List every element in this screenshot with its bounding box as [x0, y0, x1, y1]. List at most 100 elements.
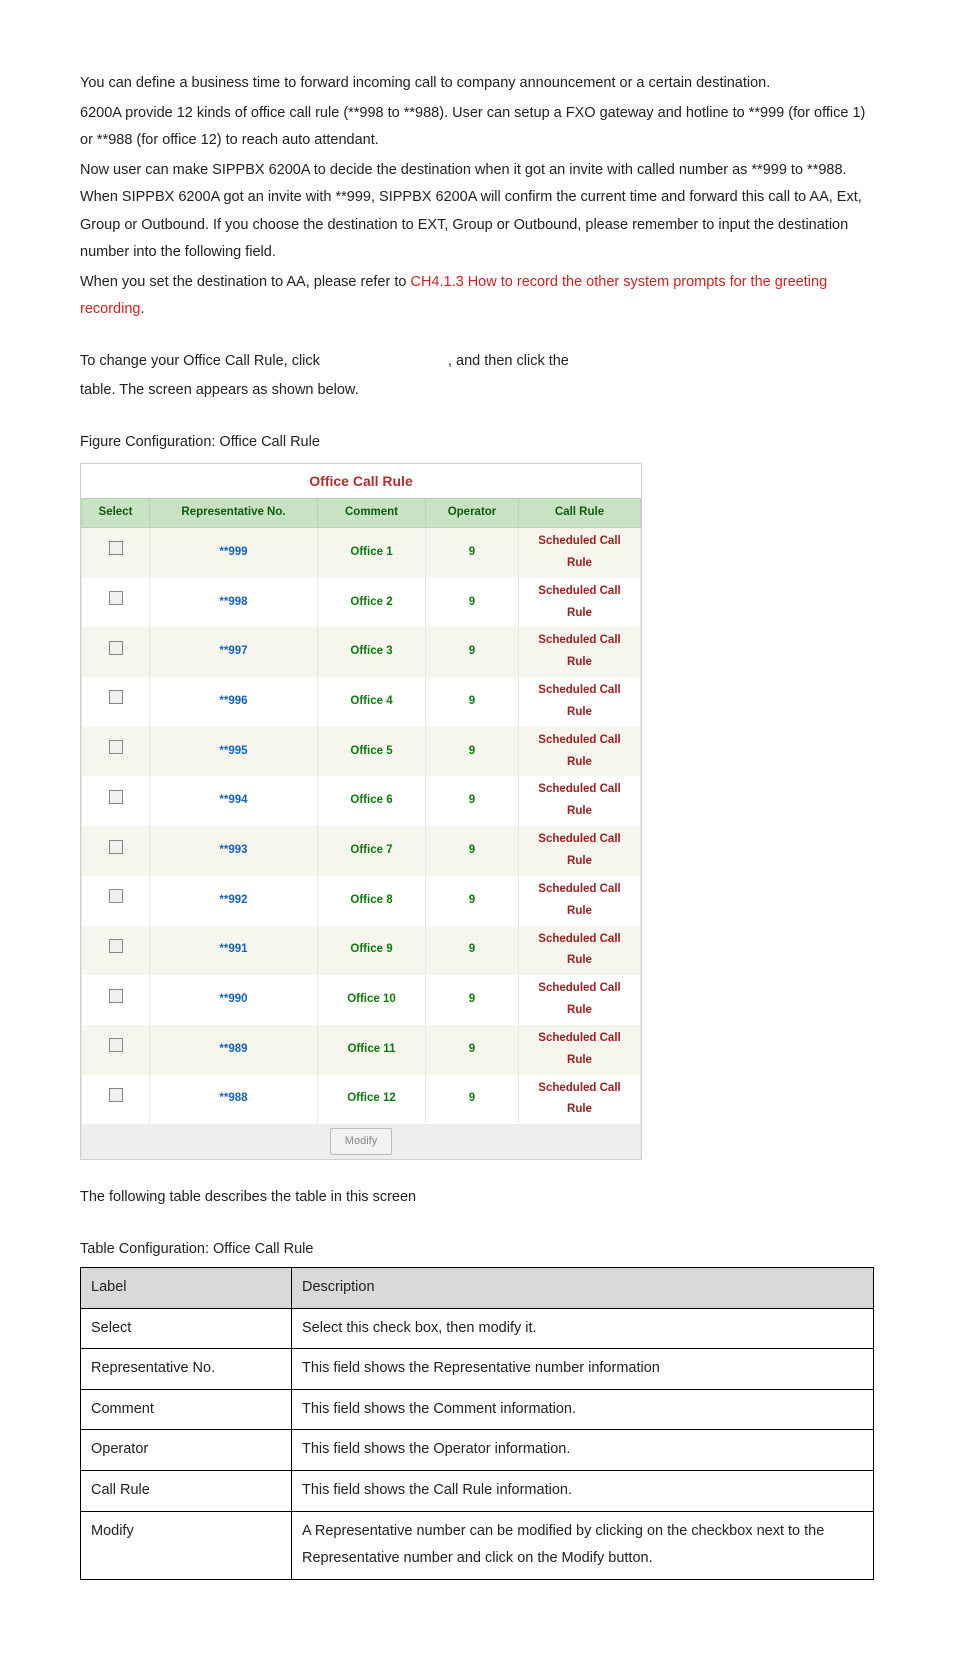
table-body: SelectSelect this check box, then modify… — [81, 1308, 874, 1579]
table-row: **995Office 59Scheduled Call Rule — [82, 727, 641, 777]
table-row: SelectSelect this check box, then modify… — [81, 1308, 874, 1349]
figure-caption: Figure Configuration: Office Call Rule — [80, 429, 874, 457]
table-row: **997Office 39Scheduled Call Rule — [82, 627, 641, 677]
select-checkbox[interactable] — [109, 1088, 123, 1102]
select-checkbox[interactable] — [109, 740, 123, 754]
label-cell: Comment — [81, 1389, 292, 1430]
select-checkbox[interactable] — [109, 690, 123, 704]
comment: Office 3 — [318, 627, 426, 677]
table-row: **992Office 89Scheduled Call Rule — [82, 876, 641, 926]
call-rule: Scheduled Call Rule — [519, 776, 641, 826]
table-caption: Table Configuration: Office Call Rule — [80, 1236, 874, 1264]
rep-no: **994 — [150, 776, 318, 826]
rep-no: **998 — [150, 578, 318, 628]
call-rule: Scheduled Call Rule — [519, 876, 641, 926]
label-cell: Select — [81, 1308, 292, 1349]
paragraph: Now user can make SIPPBX 6200A to decide… — [80, 157, 874, 267]
operator: 9 — [426, 876, 519, 926]
col-label: Label — [81, 1268, 292, 1309]
comment: Office 4 — [318, 677, 426, 727]
rep-no: **989 — [150, 1025, 318, 1075]
operator: 9 — [426, 975, 519, 1025]
select-cell — [82, 1025, 150, 1075]
select-cell — [82, 528, 150, 578]
page: You can define a business time to forwar… — [0, 0, 954, 1660]
select-checkbox[interactable] — [109, 541, 123, 555]
comment: Office 10 — [318, 975, 426, 1025]
select-checkbox[interactable] — [109, 790, 123, 804]
label-cell: Representative No. — [81, 1349, 292, 1390]
table-row: **990Office 109Scheduled Call Rule — [82, 975, 641, 1025]
table-row: **993Office 79Scheduled Call Rule — [82, 826, 641, 876]
operator: 9 — [426, 1075, 519, 1125]
select-cell — [82, 627, 150, 677]
table-row: Call RuleThis field shows the Call Rule … — [81, 1470, 874, 1511]
comment: Office 7 — [318, 826, 426, 876]
call-rule: Scheduled Call Rule — [519, 926, 641, 976]
paragraph: 6200A provide 12 kinds of office call ru… — [80, 100, 874, 155]
description-table: Label Description SelectSelect this chec… — [80, 1267, 874, 1579]
call-rule: Scheduled Call Rule — [519, 677, 641, 727]
text: . — [140, 301, 144, 317]
modify-button[interactable]: Modify — [330, 1128, 392, 1155]
col-callrule: Call Rule — [519, 499, 641, 528]
select-cell — [82, 975, 150, 1025]
rep-no: **997 — [150, 627, 318, 677]
col-select: Select — [82, 499, 150, 528]
select-cell — [82, 578, 150, 628]
operator: 9 — [426, 1025, 519, 1075]
operator: 9 — [426, 528, 519, 578]
modify-row: Modify — [82, 1124, 641, 1159]
select-cell — [82, 876, 150, 926]
call-rule: Scheduled Call Rule — [519, 1075, 641, 1125]
select-checkbox[interactable] — [109, 939, 123, 953]
call-rule: Scheduled Call Rule — [519, 975, 641, 1025]
table-row: **994Office 69Scheduled Call Rule — [82, 776, 641, 826]
table-row: **988Office 129Scheduled Call Rule — [82, 1075, 641, 1125]
table-row: **989Office 119Scheduled Call Rule — [82, 1025, 641, 1075]
text: To change your Office Call Rule, click — [80, 353, 324, 369]
operator: 9 — [426, 627, 519, 677]
table-row: **996Office 49Scheduled Call Rule — [82, 677, 641, 727]
col-comment: Comment — [318, 499, 426, 528]
table-body: **999Office 19Scheduled Call Rule**998Of… — [82, 528, 641, 1125]
comment: Office 8 — [318, 876, 426, 926]
paragraph: You can define a business time to forwar… — [80, 70, 874, 98]
call-rule: Scheduled Call Rule — [519, 578, 641, 628]
description-cell: This field shows the Call Rule informati… — [292, 1470, 874, 1511]
call-rule: Scheduled Call Rule — [519, 627, 641, 677]
call-rule: Scheduled Call Rule — [519, 727, 641, 777]
paragraph: The following table describes the table … — [80, 1184, 874, 1212]
table-row: **999Office 19Scheduled Call Rule — [82, 528, 641, 578]
table-row: Representative No.This field shows the R… — [81, 1349, 874, 1390]
description-cell: This field shows the Operator informatio… — [292, 1430, 874, 1471]
call-rule: Scheduled Call Rule — [519, 1025, 641, 1075]
text: , and then click the — [448, 353, 569, 369]
label-cell: Modify — [81, 1511, 292, 1579]
operator: 9 — [426, 578, 519, 628]
description-cell: This field shows the Comment information… — [292, 1389, 874, 1430]
col-repno: Representative No. — [150, 499, 318, 528]
operator: 9 — [426, 926, 519, 976]
table-row: CommentThis field shows the Comment info… — [81, 1389, 874, 1430]
rep-no: **996 — [150, 677, 318, 727]
operator: 9 — [426, 677, 519, 727]
comment: Office 2 — [318, 578, 426, 628]
paragraph: When you set the destination to AA, plea… — [80, 269, 874, 324]
select-checkbox[interactable] — [109, 591, 123, 605]
select-cell — [82, 677, 150, 727]
comment: Office 1 — [318, 528, 426, 578]
comment: Office 11 — [318, 1025, 426, 1075]
select-checkbox[interactable] — [109, 989, 123, 1003]
description-cell: A Representative number can be modified … — [292, 1511, 874, 1579]
rep-no: **995 — [150, 727, 318, 777]
comment: Office 5 — [318, 727, 426, 777]
select-checkbox[interactable] — [109, 840, 123, 854]
select-cell — [82, 826, 150, 876]
panel-title: Office Call Rule — [81, 464, 641, 499]
paragraph: table. The screen appears as shown below… — [80, 377, 874, 405]
select-checkbox[interactable] — [109, 1038, 123, 1052]
table-head: Select Representative No. Comment Operat… — [82, 499, 641, 528]
select-checkbox[interactable] — [109, 889, 123, 903]
select-checkbox[interactable] — [109, 641, 123, 655]
